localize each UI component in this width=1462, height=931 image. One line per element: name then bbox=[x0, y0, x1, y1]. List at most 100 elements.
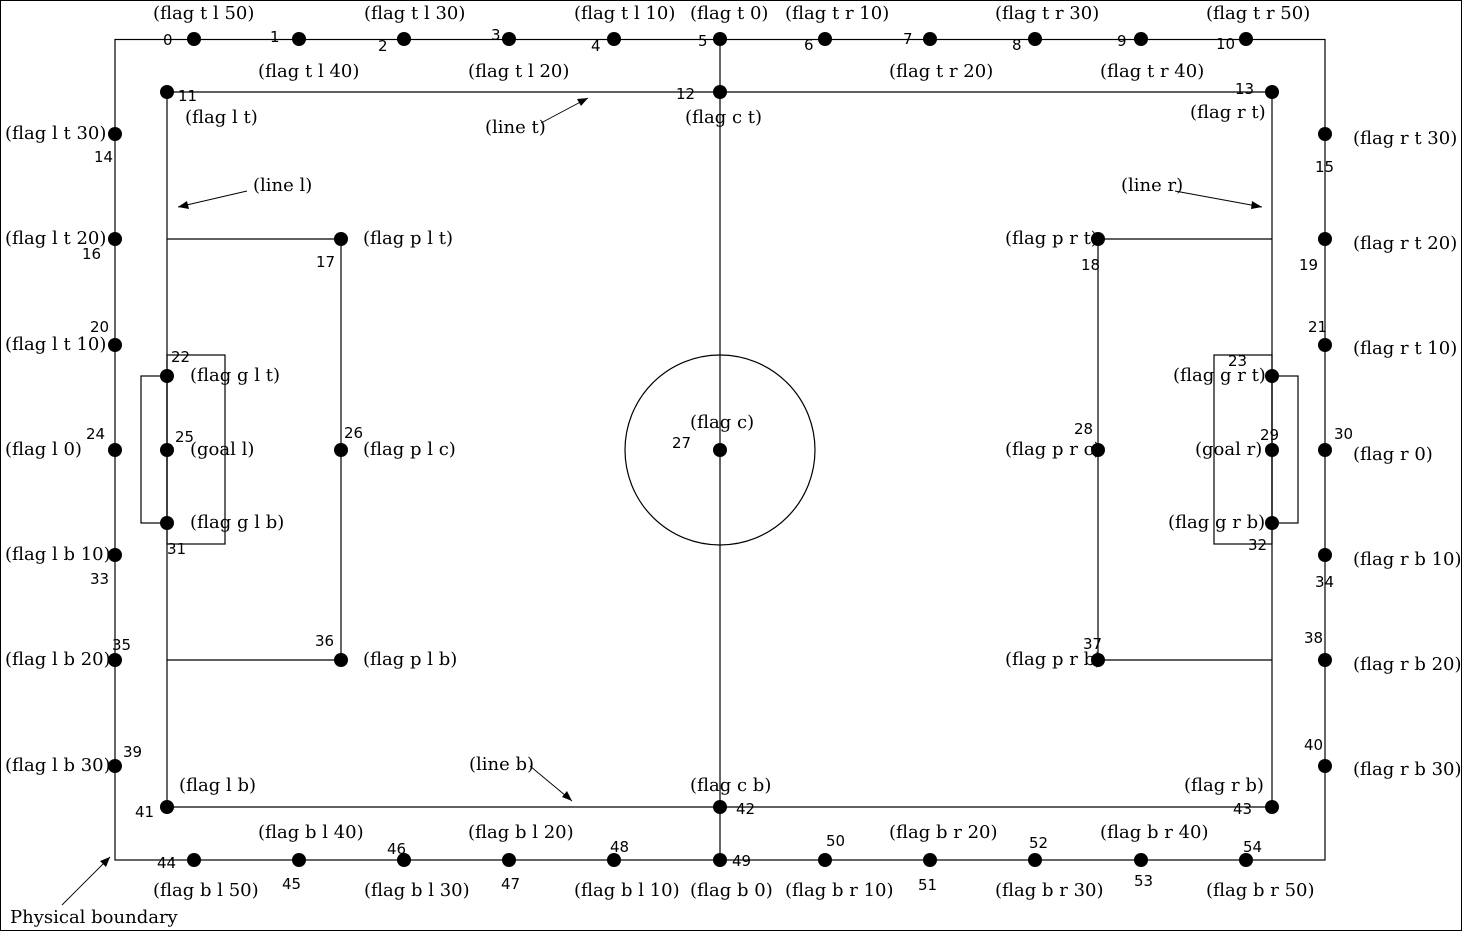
flag-1: 1 (flag t l 40) bbox=[258, 28, 359, 82]
flag-3: 3 (flag t l 20) bbox=[468, 26, 569, 82]
flag-marker-34 bbox=[1318, 548, 1332, 562]
flag-marker-20 bbox=[108, 338, 122, 352]
flag-marker-11 bbox=[160, 85, 174, 99]
flag-marker-3 bbox=[502, 32, 516, 46]
flag-number-7: 7 bbox=[903, 30, 913, 48]
flag-number-42: 42 bbox=[736, 800, 755, 818]
flag-33: 33 (flag l b 10) bbox=[5, 544, 122, 588]
flag-marker-6 bbox=[818, 32, 832, 46]
flag-label-50: (flag b r 10) bbox=[785, 880, 894, 901]
flag-label-8: (flag t r 30) bbox=[995, 3, 1099, 24]
flag-31: 31(flag g l b) bbox=[160, 512, 284, 558]
flag-28: 28(flag p r c) bbox=[1005, 420, 1105, 460]
flag-marker-45 bbox=[292, 853, 306, 867]
flag-number-49: 49 bbox=[732, 852, 751, 870]
flag-number-2: 2 bbox=[378, 37, 388, 55]
line-l-label: (line l) bbox=[253, 175, 312, 196]
flag-label-52: (flag b r 30) bbox=[995, 880, 1104, 901]
flag-label-2: (flag t l 30) bbox=[364, 3, 465, 24]
flag-number-47: 47 bbox=[501, 875, 520, 893]
flag-marker-0 bbox=[187, 32, 201, 46]
flag-layer: 0 (flag t l 50) 1 (flag t l 40) 2 (flag t l 3… bbox=[5, 3, 1462, 901]
flag-label-40: (flag r b 30) bbox=[1353, 759, 1462, 780]
flag-label-14: (flag l t 30) bbox=[5, 123, 106, 144]
flag-label-45: (flag b l 40) bbox=[258, 822, 364, 843]
flag-number-28: 28 bbox=[1074, 420, 1093, 438]
flag-24: 24(flag l 0) bbox=[5, 425, 122, 460]
flag-number-32: 32 bbox=[1248, 536, 1267, 554]
flag-marker-30 bbox=[1318, 443, 1332, 457]
flag-46: 46 (flag b l 30) bbox=[364, 840, 470, 901]
flag-label-44: (flag b l 50) bbox=[153, 880, 259, 901]
flag-39: 39 (flag l b 30) bbox=[5, 743, 142, 776]
flag-marker-42 bbox=[713, 800, 727, 814]
flag-label-38: (flag r b 20) bbox=[1353, 654, 1462, 675]
flag-36: 36 (flag p l b) bbox=[315, 632, 457, 670]
flag-12: 12 (flag c t) bbox=[676, 85, 762, 128]
flag-number-26: 26 bbox=[344, 424, 363, 442]
line-r-label: (line r) bbox=[1121, 175, 1183, 196]
flag-marker-36 bbox=[334, 653, 348, 667]
flag-19: 19 (flag r t 20) bbox=[1299, 232, 1457, 274]
flag-label-51: (flag b r 20) bbox=[889, 822, 998, 843]
flag-number-14: 14 bbox=[94, 148, 113, 166]
flag-label-20: (flag l t 10) bbox=[5, 334, 106, 355]
flag-number-12: 12 bbox=[676, 85, 695, 103]
flag-label-13: (flag r t) bbox=[1190, 102, 1266, 123]
flag-label-15: (flag r t 30) bbox=[1353, 128, 1457, 149]
flag-marker-12 bbox=[713, 85, 727, 99]
flag-marker-13 bbox=[1265, 85, 1279, 99]
flag-40: 40 (flag r b 30) bbox=[1304, 736, 1462, 780]
flag-number-11: 11 bbox=[178, 87, 197, 105]
flag-label-26: (flag p l c) bbox=[363, 439, 456, 460]
flag-number-9: 9 bbox=[1117, 32, 1127, 50]
flag-35: 35(flag l b 20) bbox=[5, 636, 131, 670]
flag-marker-52 bbox=[1028, 853, 1042, 867]
flag-10: 10 (flag t r 50) bbox=[1206, 3, 1310, 53]
flag-marker-50 bbox=[818, 853, 832, 867]
flag-number-22: 22 bbox=[171, 348, 190, 366]
flag-number-0: 0 bbox=[163, 31, 173, 49]
flag-label-33: (flag l b 10) bbox=[5, 544, 111, 565]
flag-20: 20(flag l t 10) bbox=[5, 318, 122, 355]
flag-marker-7 bbox=[923, 32, 937, 46]
flag-number-41: 41 bbox=[135, 803, 154, 821]
flag-5: 5 (flag t 0) bbox=[690, 3, 768, 50]
flag-37: 37(flag p r b) bbox=[1005, 635, 1105, 670]
flag-4: 4 (flag t l 10) bbox=[574, 3, 675, 55]
flag-number-3: 3 bbox=[491, 26, 501, 44]
flag-number-50: 50 bbox=[826, 832, 845, 850]
flag-marker-38 bbox=[1318, 653, 1332, 667]
flag-marker-46 bbox=[397, 853, 411, 867]
flag-marker-53 bbox=[1134, 853, 1148, 867]
flag-marker-14 bbox=[108, 127, 122, 141]
flag-41: 41 (flag l b) bbox=[135, 775, 256, 821]
flag-number-48: 48 bbox=[610, 838, 629, 856]
flag-50: 50 (flag b r 10) bbox=[785, 832, 894, 901]
flag-label-49: (flag b 0) bbox=[690, 880, 773, 901]
flag-42: 42 (flag c b) bbox=[690, 775, 771, 818]
flag-21: 21 (flag r t 10) bbox=[1308, 318, 1457, 359]
flag-number-4: 4 bbox=[591, 37, 601, 55]
flag-number-43: 43 bbox=[1233, 800, 1252, 818]
flag-label-16: (flag l t 20) bbox=[5, 228, 106, 249]
flag-marker-19 bbox=[1318, 232, 1332, 246]
flag-number-24: 24 bbox=[86, 425, 105, 443]
flag-marker-10 bbox=[1239, 32, 1253, 46]
flag-0: 0 (flag t l 50) bbox=[153, 3, 254, 49]
flag-label-31: (flag g l b) bbox=[190, 512, 284, 533]
flag-marker-5 bbox=[713, 32, 727, 46]
flag-14: 14 (flag l t 30) bbox=[5, 123, 122, 166]
flag-label-34: (flag r b 10) bbox=[1353, 549, 1462, 570]
flag-number-19: 19 bbox=[1299, 256, 1318, 274]
flag-2: 2 (flag t l 30) bbox=[364, 3, 465, 55]
flag-label-28: (flag p r c) bbox=[1005, 439, 1101, 460]
flag-marker-16 bbox=[108, 232, 122, 246]
flag-label-35: (flag l b 20) bbox=[5, 649, 111, 670]
flag-53: 53 (flag b r 40) bbox=[1100, 822, 1209, 890]
flag-label-0: (flag t l 50) bbox=[153, 3, 254, 24]
flag-number-34: 34 bbox=[1315, 573, 1334, 591]
flag-47: 47 (flag b l 20) bbox=[468, 822, 574, 893]
flag-label-22: (flag g l t) bbox=[190, 365, 280, 386]
flag-23: 23(flag g r t) bbox=[1173, 352, 1279, 386]
